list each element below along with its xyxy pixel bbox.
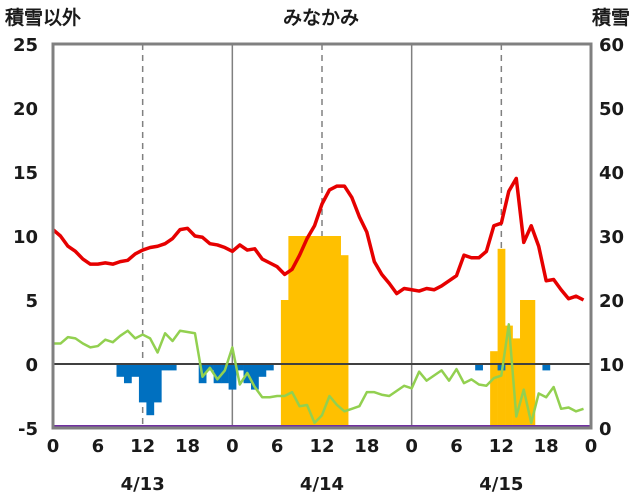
left-y-tick-label: 15 [13, 163, 38, 184]
date-label: 4/14 [300, 474, 344, 495]
blue-bar [258, 364, 267, 377]
x-tick-label: 0 [405, 436, 418, 457]
blue-bar [146, 364, 155, 416]
chart-title: みなかみ [283, 7, 359, 29]
blue-bar [138, 364, 147, 403]
left-y-tick-label: 10 [13, 227, 38, 248]
blue-bar [161, 364, 170, 371]
blue-bar [168, 364, 177, 371]
blue-bar [251, 364, 259, 390]
left-y-tick-label: 0 [25, 355, 38, 376]
blue-bar [116, 364, 125, 377]
right-y-tick-label: 60 [599, 35, 624, 56]
x-tick-label: 6 [271, 436, 284, 457]
x-tick-label: 12 [489, 436, 514, 457]
right-y-tick-label: 10 [599, 355, 624, 376]
blue-bar [221, 364, 229, 384]
blue-bar [475, 364, 483, 371]
x-tick-label: 18 [175, 436, 200, 457]
x-tick-label: 12 [130, 436, 155, 457]
right-y-tick-label: 40 [599, 163, 624, 184]
blue-bar [131, 364, 140, 377]
x-tick-label: 18 [354, 436, 379, 457]
snow-depth-bar [303, 236, 312, 428]
blue-bar [153, 364, 162, 403]
x-tick-label: 18 [534, 436, 559, 457]
snow-depth-bar [325, 236, 334, 428]
blue-bar [236, 364, 244, 371]
bars-layer [116, 236, 551, 428]
green-series-line [53, 323, 584, 425]
blue-bar [265, 364, 274, 371]
red-series-line [51, 176, 585, 302]
right-y-tick-label: 50 [599, 99, 624, 120]
snow-depth-bar [333, 236, 341, 428]
left-y-tick-label: 5 [25, 291, 38, 312]
snow-depth-bar [505, 325, 513, 428]
plot-frame [51, 42, 593, 430]
right-y-tick-label: 20 [599, 291, 624, 312]
snow-depth-bar [512, 338, 521, 428]
blue-bar [123, 364, 132, 384]
x-tick-label: 12 [309, 436, 334, 457]
x-tick-label: 0 [226, 436, 239, 457]
right-y-tick-label: 30 [599, 227, 624, 248]
date-label: 4/15 [479, 474, 523, 495]
snow-depth-bar [310, 236, 319, 428]
frame-layer [51, 42, 593, 430]
x-tick-label: 6 [92, 436, 105, 457]
snow-depth-bar [318, 236, 327, 428]
x-tick-label: 6 [450, 436, 463, 457]
left-y-tick-label: 20 [13, 99, 38, 120]
left-y-tick-label: -5 [18, 419, 38, 440]
right-axis-label: 積雪 [592, 6, 630, 29]
x-tick-label: 0 [47, 436, 60, 457]
blue-bar [228, 364, 237, 390]
x-tick-label: 0 [585, 436, 598, 457]
blue-bar [542, 364, 551, 371]
date-label: 4/13 [121, 474, 165, 495]
snow-depth-bar [490, 351, 498, 428]
snow-depth-bar [340, 255, 349, 428]
snow-depth-bar [288, 236, 297, 428]
right-y-tick-label: 0 [599, 419, 612, 440]
tick-labels-layer: -5 0 5 10 15 20 25 0 10 20 30 40 50 60 0 6 12 18 0 6 12 18 0 6 1… [13, 35, 624, 495]
blue-bar [213, 364, 222, 384]
snow-depth-bar [295, 236, 304, 428]
left-axis-label: 積雪以外 [5, 6, 81, 29]
snow-depth-bar [497, 248, 506, 428]
left-y-tick-label: 25 [13, 35, 38, 56]
